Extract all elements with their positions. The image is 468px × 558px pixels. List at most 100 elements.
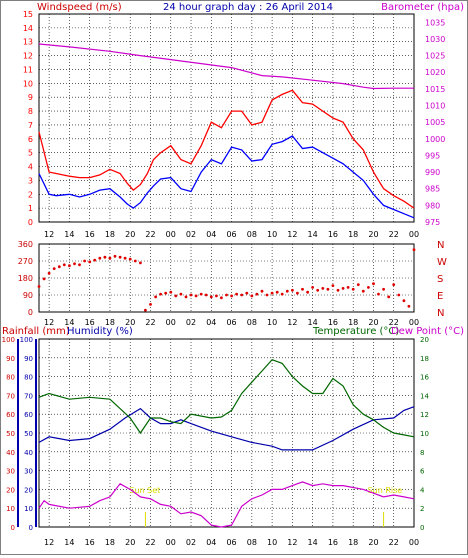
direction-tick-label: 90 [23, 291, 33, 300]
wind-direction-point [169, 290, 173, 294]
wind-direction-point [296, 291, 299, 295]
barometer-tick-label: 1025 [425, 52, 445, 61]
x-tick-label: 12 [44, 318, 54, 327]
wind-direction-point [407, 304, 411, 308]
windspeed-tick-label: 14 [23, 24, 33, 33]
humidity-tick-label: 20 [24, 486, 33, 494]
wind-direction-point [37, 285, 41, 288]
wind-direction-point [215, 294, 218, 298]
wind-direction-point [93, 258, 97, 262]
temperature-tick-label: 20 [420, 336, 429, 344]
temperature-axis-title: Temperature (°C) [312, 326, 399, 337]
wind-direction-point [108, 256, 112, 260]
windspeed-tick-label: 4 [28, 163, 33, 172]
rainfall-tick-label: 100 [2, 336, 15, 344]
wind-panel-frame [38, 13, 415, 223]
wind-direction-point [250, 294, 254, 298]
x-tick-label: 14 [64, 318, 74, 327]
rainfall-tick-label: 70 [6, 392, 15, 400]
x-tick-label: 06 [226, 230, 236, 239]
wind-direction-point [209, 295, 213, 299]
x-tick-label: 12 [44, 538, 54, 547]
wind-direction-point [42, 277, 46, 281]
humidity-line [38, 406, 415, 451]
compass-label: E [437, 291, 443, 302]
rainfall-tick-label: 20 [6, 486, 15, 494]
wind-direction-point [382, 287, 385, 291]
humidity-tick-label: 90 [24, 355, 33, 363]
wind-direction-point [387, 295, 391, 299]
wind-direction-point [199, 292, 203, 296]
wind-direction-point [361, 289, 365, 293]
temperature-tick-label: 8 [420, 449, 424, 457]
wind-direction-point [280, 292, 284, 296]
wind-direction-point [255, 292, 259, 296]
wind-average-line [38, 135, 415, 219]
temperature-tick-label: 6 [420, 468, 425, 476]
windspeed-tick-label: 8 [28, 107, 33, 116]
x-tick-label: 14 [64, 230, 74, 239]
wind-direction-point [346, 286, 350, 289]
dewpoint-axis-title: Dew Point (°C) [391, 326, 464, 337]
wind-direction-point [164, 291, 168, 295]
wind-direction-point [245, 291, 249, 295]
wind-direction-point [159, 292, 163, 296]
humidity-tick-label: 0 [29, 524, 33, 532]
wind-direction-point [372, 282, 375, 286]
wind-direction-point [316, 288, 320, 292]
x-tick-label: 22 [389, 538, 399, 547]
wind-direction-point [194, 294, 198, 298]
wind-direction-point [306, 290, 309, 294]
x-tick-label: 22 [389, 318, 399, 327]
x-tick-label: 18 [105, 230, 115, 239]
temperature-tick-label: 4 [420, 486, 425, 494]
windspeed-tick-label: 11 [23, 65, 33, 74]
compass-label: N [437, 240, 444, 251]
x-tick-label: 10 [267, 318, 277, 327]
wind-direction-point [412, 248, 416, 252]
compass-label: S [437, 274, 443, 285]
x-tick-label: 02 [186, 538, 196, 547]
wind-direction-point [270, 291, 274, 295]
x-tick-label: 08 [247, 318, 257, 327]
x-tick-label: 22 [145, 230, 155, 239]
wind-direction-point [149, 303, 152, 306]
wind-direction-point [326, 287, 330, 291]
humidity-tick-label: 80 [24, 374, 33, 382]
wind-direction-point [367, 286, 370, 289]
wind-direction-point [113, 254, 117, 258]
rainfall-tick-label: 80 [6, 374, 15, 382]
wind-direction-point [118, 255, 122, 259]
wind-direction-point [275, 290, 279, 294]
x-tick-label: 00 [166, 318, 176, 327]
x-tick-label: 04 [206, 230, 216, 239]
wind-direction-point [331, 284, 335, 287]
humidity-tick-label: 100 [20, 336, 33, 344]
x-tick-label: 14 [308, 318, 318, 327]
windspeed-axis-title: Windspeed (m/s) [37, 2, 122, 13]
x-tick-label: 00 [409, 230, 419, 239]
temperature-line [38, 358, 415, 438]
wind-direction-point [133, 259, 137, 263]
wind-direction-point [103, 255, 107, 259]
sun-set-label: Sun Set [129, 486, 160, 495]
wind-direction-point [321, 287, 325, 290]
temperature-tick-label: 0 [420, 524, 424, 532]
grid-layer [17, 13, 415, 528]
barometer-tick-label: 1010 [425, 102, 445, 111]
temperature-tick-label: 16 [420, 374, 429, 382]
wind-gust-line [38, 89, 415, 209]
humidity-tick-label: 60 [24, 411, 33, 419]
wind-direction-point [73, 262, 76, 266]
wind-direction-point [311, 286, 314, 289]
windspeed-tick-label: 13 [23, 38, 33, 47]
wind-direction-point [377, 292, 380, 296]
temperature-tick-label: 14 [420, 392, 429, 400]
x-tick-label: 22 [389, 230, 399, 239]
wind-direction-point [260, 289, 264, 293]
wind-direction-point [78, 263, 81, 267]
wind-direction-point [62, 263, 66, 267]
barometer-line [38, 43, 414, 90]
x-tick-label: 00 [166, 230, 176, 239]
